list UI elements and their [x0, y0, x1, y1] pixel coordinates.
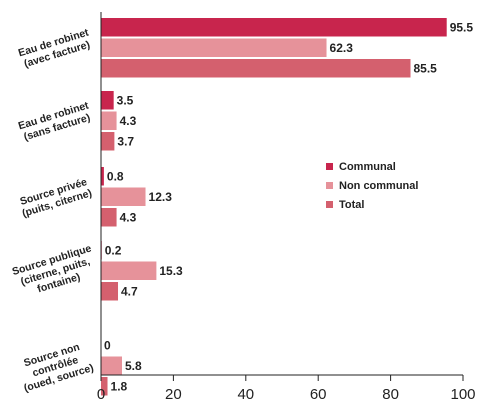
- bar: [101, 187, 146, 206]
- legend-label: Total: [339, 199, 364, 211]
- x-tick-label: 60: [310, 386, 327, 403]
- value-label: 12.3: [149, 190, 173, 204]
- bars-group: [101, 18, 447, 396]
- value-label: 15.3: [159, 264, 183, 278]
- bar: [101, 356, 122, 375]
- legend-swatch: [326, 201, 333, 208]
- x-tick-label: 0: [97, 386, 105, 403]
- bar: [101, 59, 411, 78]
- category-label: Source privée(puits, citerne): [17, 176, 93, 220]
- x-ticks-group: 0 20 40 60 80 100: [97, 375, 476, 403]
- bar: [101, 38, 327, 57]
- value-label: 85.5: [414, 61, 438, 75]
- legend-swatch: [326, 163, 333, 170]
- value-label: 1.8: [111, 379, 128, 393]
- value-labels-group: 95.5 62.3 85.5 3.5 4.3 3.7 0.8 12.3 4.3 0.2 15.3 4.…: [104, 20, 473, 393]
- bar: [101, 261, 157, 280]
- legend: Communal Non communal Total: [326, 161, 418, 211]
- value-label: 0.8: [107, 169, 124, 183]
- category-label: Eau de robinet(avec facture): [17, 26, 94, 70]
- value-label: 0: [104, 338, 111, 352]
- value-label: 0.2: [105, 243, 122, 257]
- legend-label: Communal: [339, 161, 396, 173]
- value-label: 3.7: [117, 134, 134, 148]
- value-label: 3.5: [117, 93, 134, 107]
- bar: [101, 18, 447, 37]
- bar: [101, 167, 104, 186]
- legend-label: Non communal: [339, 180, 418, 192]
- category-labels-group: Eau de robinet(avec facture) Eau de robin…: [11, 26, 100, 395]
- bar: [101, 91, 114, 110]
- x-tick-label: 20: [165, 386, 182, 403]
- category-label: Source noncontrôlée(oued, source): [15, 339, 95, 395]
- bar: [101, 208, 117, 227]
- bar: [101, 377, 108, 396]
- value-label: 4.7: [121, 284, 138, 298]
- value-label: 5.8: [125, 359, 142, 373]
- value-label: 95.5: [450, 20, 474, 34]
- x-tick-label: 100: [450, 386, 475, 403]
- value-label: 4.3: [120, 114, 137, 128]
- x-tick-label: 80: [382, 386, 399, 403]
- category-label: Source publique(citerne, puits,fontaine): [11, 242, 100, 301]
- legend-swatch: [326, 182, 333, 189]
- value-label: 4.3: [120, 210, 137, 224]
- bar: [101, 132, 115, 151]
- value-label: 62.3: [330, 41, 354, 55]
- category-label: Eau de robinet(sans facture): [17, 99, 94, 143]
- x-tick-label: 40: [237, 386, 254, 403]
- bar: [101, 282, 119, 301]
- bar: [101, 111, 117, 130]
